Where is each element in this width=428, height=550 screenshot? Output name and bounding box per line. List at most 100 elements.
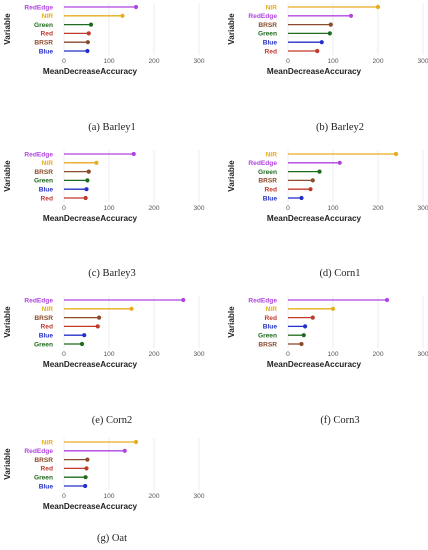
x-tick-label: 300	[417, 58, 428, 65]
lollipop-point-rededge	[384, 297, 390, 303]
variable-label: BRSR	[258, 341, 277, 348]
x-tick-label: 100	[103, 493, 114, 500]
x-tick-label: 100	[103, 351, 114, 358]
lollipop-point-rededge	[131, 151, 136, 157]
x-tick-label: 0	[62, 205, 66, 212]
x-tick-label: 300	[193, 493, 204, 500]
y-axis-title: Variable	[3, 160, 12, 192]
variable-label: Blue	[39, 483, 54, 490]
x-tick-label: 0	[62, 58, 66, 65]
variable-label: BRSR	[34, 40, 53, 47]
variable-label: RedEdge	[248, 13, 277, 20]
variable-label: Blue	[263, 324, 278, 331]
variable-label: Green	[258, 31, 277, 38]
lollipop-point-nir	[393, 151, 399, 157]
variable-label: BRSR	[258, 22, 277, 29]
variable-label: BRSR	[258, 178, 277, 185]
lollipop-point-blue	[299, 195, 304, 201]
lollipop-point-rededge	[122, 448, 127, 453]
lollipop-point-red	[310, 315, 315, 320]
panel-caption: (g) Oat	[97, 533, 127, 544]
variable-label: Blue	[263, 195, 278, 202]
x-tick-label: 200	[372, 205, 383, 212]
plot-area	[55, 296, 199, 348]
variable-label: BRSR	[34, 169, 53, 176]
lollipop-point-nir	[375, 4, 381, 10]
x-tick-label: 0	[286, 58, 290, 65]
x-tick-label: 300	[193, 205, 204, 212]
plot-area	[279, 150, 423, 202]
lollipop-point-brsr	[328, 22, 333, 27]
variable-label: NIR	[266, 151, 278, 158]
x-tick-label: 100	[103, 205, 114, 212]
lollipop-point-nir	[94, 160, 99, 165]
variable-label: Red	[41, 324, 53, 331]
lollipop-point-brsr	[97, 315, 102, 320]
lollipop-point-blue	[84, 187, 89, 192]
x-tick-label: 200	[148, 493, 159, 500]
variable-label: RedEdge	[24, 297, 53, 304]
lollipop-point-green	[79, 341, 85, 347]
variable-label: Red	[265, 187, 277, 194]
lollipop-point-green	[83, 475, 88, 480]
panel-caption: (d) Corn1	[319, 268, 360, 279]
lollipop-point-green	[88, 22, 94, 27]
plot-area	[279, 296, 423, 348]
x-tick-label: 300	[193, 351, 204, 358]
x-tick-label: 100	[327, 205, 338, 212]
panel-caption: (a) Barley1	[88, 122, 136, 133]
variable-label: Blue	[39, 48, 54, 55]
plot-area	[55, 3, 199, 55]
lollipop-point-red	[86, 31, 91, 36]
variable-label: NIR	[42, 13, 54, 20]
lollipop-point-brsr	[85, 40, 90, 45]
panel-caption: (c) Barley3	[88, 268, 136, 279]
variable-label: NIR	[42, 306, 54, 313]
x-axis-title: MeanDecreaseAccuracy	[43, 214, 138, 223]
lollipop-point-blue	[303, 324, 308, 329]
variable-label: Green	[258, 333, 277, 340]
variable-label: BRSR	[34, 457, 53, 464]
lollipop-point-nir	[330, 306, 336, 311]
x-tick-label: 0	[286, 351, 290, 358]
lollipop-point-red	[315, 48, 320, 54]
lollipop-point-green	[301, 333, 306, 338]
variable-label: Red	[41, 466, 53, 473]
variable-label: RedEdge	[24, 448, 53, 455]
variable-label: Green	[34, 22, 53, 29]
lollipop-point-blue	[85, 48, 90, 54]
x-tick-label: 200	[148, 351, 159, 358]
lollipop-point-green	[85, 178, 90, 183]
y-axis-title: Variable	[227, 13, 236, 45]
lollipop-point-red	[83, 195, 88, 201]
variable-label: NIR	[42, 439, 54, 446]
x-axis-title: MeanDecreaseAccuracy	[43, 502, 138, 511]
lollipop-point-red	[308, 187, 313, 192]
y-axis-title: Variable	[3, 13, 12, 45]
variable-label: Red	[265, 315, 277, 322]
variable-label: Blue	[39, 333, 54, 340]
variable-label: RedEdge	[24, 4, 53, 11]
lollipop-point-rededge	[133, 4, 139, 10]
variable-label: Red	[41, 195, 53, 202]
x-tick-label: 200	[148, 58, 159, 65]
y-axis-title: Variable	[3, 306, 12, 338]
variable-label: RedEdge	[24, 151, 53, 158]
y-axis-title: Variable	[227, 306, 236, 338]
lollipop-point-blue	[82, 333, 87, 338]
x-tick-label: 0	[62, 351, 66, 358]
x-tick-label: 100	[103, 58, 114, 65]
panel-caption: (e) Corn2	[92, 415, 133, 426]
panel-caption: (b) Barley2	[316, 122, 364, 133]
panel-caption: (f) Corn3	[320, 415, 359, 426]
x-tick-label: 100	[327, 58, 338, 65]
variable-label: NIR	[266, 306, 278, 313]
variable-label: Red	[265, 48, 277, 55]
lollipop-point-rededge	[337, 160, 342, 165]
lollipop-point-red	[84, 466, 89, 471]
x-tick-label: 0	[286, 205, 290, 212]
